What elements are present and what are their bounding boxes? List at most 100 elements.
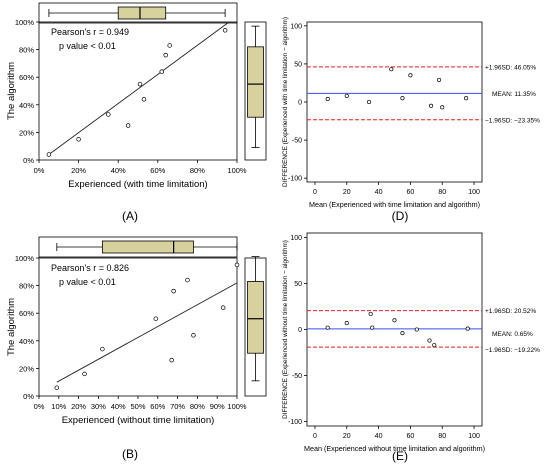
data-point <box>141 97 147 102</box>
x-tick-label: 60% <box>150 402 165 411</box>
panel-label: (A) <box>122 209 138 223</box>
data-point <box>46 152 52 157</box>
x-tick-label: 100 <box>468 433 480 440</box>
y-tick-label: 20% <box>19 364 34 373</box>
data-point <box>389 67 394 72</box>
data-point <box>464 96 469 101</box>
x-tick-label: 20 <box>343 433 351 440</box>
x-tick-label: 90% <box>210 402 225 411</box>
x-tick-label: 70% <box>170 402 185 411</box>
pearson-r-annotation: Pearson's r = 0.949 <box>51 27 129 37</box>
data-point <box>368 311 373 316</box>
x-tick-label: 20% <box>71 166 86 175</box>
x-tick-label: 50% <box>130 402 145 411</box>
x-tick-label: 60 <box>407 189 415 196</box>
marginal-x-frame <box>38 2 238 24</box>
panel-3: 0 20 40 60 80 100 100 50 0 -50 -100 +1.96SD: 20.52%… <box>282 232 540 463</box>
marginal-x-box <box>101 240 194 254</box>
regression-line <box>56 282 238 383</box>
y-tick-label: 0 <box>298 327 302 334</box>
data-point <box>220 305 226 310</box>
x-tick-label: 40 <box>375 189 383 196</box>
data-point <box>325 96 330 102</box>
y-tick-label: -100 <box>288 176 302 183</box>
data-point <box>191 333 196 338</box>
y-tick-label: 100% <box>15 18 35 27</box>
y-tick-label: 80% <box>19 46 34 55</box>
data-point <box>82 371 87 377</box>
data-point <box>169 357 174 363</box>
y-tick-label: 0% <box>23 156 34 165</box>
x-tick-label: 10% <box>51 402 66 411</box>
y-axis-label: DIFFERENCE (Experienced without time lim… <box>282 240 289 419</box>
panel-0: 0% 20% 40% 60% 80% 100% 0% 20% 40% 60% 80% 100% Pear… <box>6 2 267 223</box>
y-tick-label: 60% <box>19 73 34 82</box>
mean-label: MEAN: 11.35% <box>492 91 536 98</box>
data-point <box>465 326 470 331</box>
data-point <box>54 385 60 390</box>
x-tick-label: 100% <box>227 402 247 411</box>
x-tick-label: 0 <box>313 433 317 440</box>
marginal-y-box <box>247 46 264 118</box>
lower-limit-label: −1.96SD: −19.22% <box>485 347 540 354</box>
x-tick-label: 20 <box>343 189 351 196</box>
mean-label: MEAN: 0.65% <box>492 331 533 338</box>
y-tick-label: 40% <box>19 101 34 110</box>
y-tick-label: 100 <box>290 235 302 242</box>
y-tick-label: 100% <box>15 254 35 263</box>
regression-line <box>48 21 230 155</box>
y-tick-label: 0% <box>23 392 34 401</box>
data-point <box>159 69 165 74</box>
data-point <box>400 331 405 336</box>
plot-frame <box>38 21 238 161</box>
data-point <box>392 318 397 323</box>
data-point <box>167 43 172 48</box>
x-tick-label: 40 <box>375 433 383 440</box>
plot-frame <box>306 232 483 427</box>
data-point <box>163 52 168 58</box>
data-point <box>106 112 111 117</box>
y-tick-label: 40% <box>19 337 34 346</box>
panel-label: (D) <box>392 209 409 223</box>
x-axis-label: Mean (Experienced without time limitatio… <box>304 444 485 453</box>
x-tick-label: 80 <box>438 433 446 440</box>
p-value-annotation: p value < 0.01 <box>59 277 116 287</box>
y-tick-label: 60% <box>19 309 34 318</box>
data-point <box>440 105 445 110</box>
y-axis-label: The algorithm <box>6 62 17 120</box>
data-point <box>366 99 372 105</box>
y-tick-label: 50 <box>294 281 302 288</box>
p-value-annotation: p value < 0.01 <box>59 41 116 51</box>
x-tick-label: 0% <box>34 402 45 411</box>
x-tick-label: 0% <box>34 166 45 175</box>
pearson-r-annotation: Pearson's r = 0.826 <box>51 263 129 273</box>
data-point <box>400 96 405 101</box>
x-axis-label: Mean (Experienced with time limitation a… <box>309 200 480 209</box>
x-tick-label: 100% <box>227 166 247 175</box>
data-point <box>171 288 176 294</box>
data-point <box>408 73 413 78</box>
x-tick-label: 100 <box>468 189 480 196</box>
x-axis-label: Experienced (with time limitation) <box>68 179 207 190</box>
data-point <box>429 103 434 108</box>
marginal-y-frame <box>244 21 267 161</box>
data-point <box>427 338 432 343</box>
y-tick-label: 0 <box>298 100 302 107</box>
lower-limit-label: −1.96SD: −23.35% <box>485 117 540 124</box>
y-axis-label: The algorithm <box>6 298 17 356</box>
y-tick-label: -100 <box>288 419 302 426</box>
data-point <box>234 262 240 268</box>
panel-1: 0% 10% 20% 30% 40% 50% 60% 70% 80% 90% 100%0%20%40… <box>6 236 267 461</box>
x-tick-label: 80 <box>438 189 446 196</box>
y-tick-label: 20% <box>19 128 34 137</box>
data-point <box>76 137 81 142</box>
y-tick-label: 100 <box>290 23 302 30</box>
data-point <box>185 277 190 283</box>
data-point <box>325 325 330 330</box>
x-tick-label: 60% <box>150 166 165 175</box>
y-tick-label: -50 <box>292 138 302 145</box>
upper-limit-label: +1.96SD: 46.05% <box>485 64 536 71</box>
x-tick-label: 40% <box>111 166 126 175</box>
data-point <box>153 316 159 321</box>
